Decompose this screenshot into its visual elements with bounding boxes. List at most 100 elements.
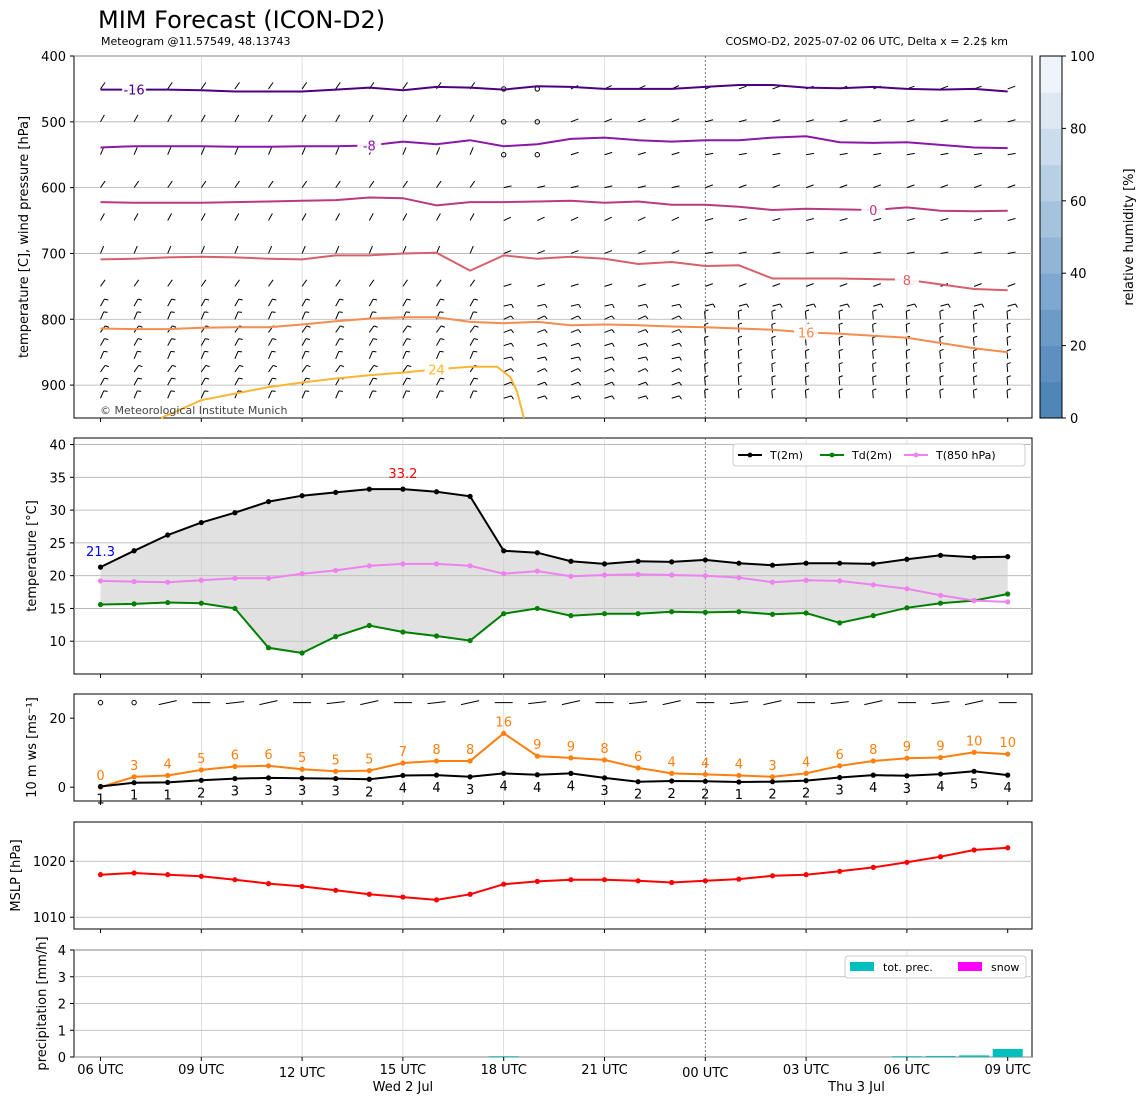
wind-barb — [301, 114, 307, 123]
wind-barb — [973, 217, 982, 222]
colorbar-segment — [1040, 200, 1062, 238]
wind-barb-flag — [544, 342, 548, 347]
wind-barb — [469, 279, 476, 287]
x-tick-label: 06 UTC — [884, 1063, 930, 1078]
wind-series-point-0 — [366, 768, 372, 774]
wind-barb-flag — [510, 342, 514, 347]
x-tick-label: 18 UTC — [480, 1063, 526, 1078]
wind-barb-flag — [440, 298, 445, 301]
wind-barb — [537, 283, 546, 287]
wind-barb — [570, 342, 579, 347]
wind-series-point-1 — [870, 772, 876, 778]
series-point-1 — [702, 609, 708, 615]
wind-barb — [570, 151, 579, 156]
wind-barb — [234, 338, 240, 346]
wind-barb-flag — [577, 329, 582, 334]
wind-barb — [604, 329, 613, 333]
y-tick-label: 800 — [41, 313, 66, 328]
y-tick-label: 3 — [58, 971, 66, 986]
wind-barb — [671, 342, 680, 347]
wind-barb — [637, 315, 646, 320]
colorbar-segment — [1040, 381, 1062, 419]
wind-barb-flag — [704, 375, 709, 378]
mslp-y-axis-label: MSLP [hPa] — [9, 839, 24, 911]
wind-barb-flag — [771, 322, 776, 325]
wind-barb — [436, 298, 441, 307]
wind-series-point-1 — [601, 775, 608, 781]
wind-barb-flag — [205, 338, 210, 341]
dewpoint-spread-band — [100, 489, 1008, 653]
series-point-0 — [333, 489, 339, 496]
wind-barb — [1006, 324, 1009, 333]
series-point-0 — [501, 548, 507, 554]
series-point-1 — [467, 637, 473, 644]
wind-barb — [301, 325, 308, 333]
wind-barb — [872, 390, 874, 399]
wind-barb — [905, 390, 908, 399]
day-label: Wed 2 Jul — [373, 1080, 434, 1095]
wind-barb — [972, 350, 975, 359]
wind-barb — [234, 377, 240, 386]
wind-barb-flag — [237, 390, 243, 392]
wind-barb — [570, 118, 579, 123]
wind-barb-flag — [679, 356, 682, 361]
mslp-point — [534, 878, 540, 884]
wind-barb-flag — [771, 348, 776, 352]
wind-barb — [838, 324, 841, 333]
wind-barb — [570, 368, 579, 373]
wind-barb — [234, 311, 239, 320]
wind-barb — [1007, 283, 1016, 287]
chart-title: MIM Forecast (ICON-D2) — [98, 6, 386, 34]
wind-value-label: 3 — [332, 785, 340, 800]
wind-barb-flag — [678, 342, 682, 347]
wind-series-point-0 — [1005, 751, 1011, 757]
wind-barb — [100, 180, 106, 188]
wind-barb — [604, 395, 613, 399]
wind-barb-flag — [170, 311, 175, 313]
wind-barb-flag — [373, 377, 378, 380]
colorbar-segment — [1040, 128, 1062, 166]
wind-barb-flag — [872, 322, 877, 325]
calm-circle — [534, 152, 540, 158]
wind-barb — [301, 147, 306, 155]
colorbar-segment — [1040, 345, 1062, 383]
wind-barb — [906, 184, 915, 189]
wind-barb — [872, 324, 874, 333]
wind-barb-flag — [611, 329, 615, 334]
wind-barb-flag — [939, 322, 944, 325]
wind-barb — [830, 701, 849, 705]
series-point-0 — [971, 554, 977, 560]
wind-barb — [133, 147, 138, 155]
wind-barb-flag — [738, 322, 743, 325]
wind-barb-flag — [510, 395, 514, 400]
wind-barb — [234, 298, 240, 307]
wind-barb-flag — [678, 368, 682, 372]
mslp-point — [232, 877, 238, 883]
wind-barb — [905, 350, 908, 359]
wind-barb-flag — [771, 335, 776, 339]
wind-barb — [133, 311, 138, 320]
wind-barb — [268, 180, 274, 188]
wind-barb — [872, 350, 874, 359]
legend-label: snow — [991, 961, 1019, 974]
wind-barb-flag — [171, 377, 176, 380]
wind-barb — [705, 217, 714, 222]
wind-value-label: 5 — [197, 752, 205, 767]
wind-barb — [469, 147, 474, 155]
wind-barb-flag — [440, 377, 445, 380]
wind-barb — [704, 377, 706, 386]
y-tick-label: 25 — [49, 537, 66, 552]
wind-value-label: 8 — [869, 743, 877, 758]
wind-series-line-0 — [100, 732, 1008, 789]
wind-barb-flag — [644, 368, 649, 372]
wind-barb-flag — [805, 309, 810, 312]
series-point-0 — [568, 558, 574, 564]
wind-barb — [436, 377, 441, 386]
wind-barb — [1007, 303, 1016, 307]
wind-barb — [771, 311, 773, 320]
precip-bar — [891, 1056, 922, 1057]
wind-barb-flag — [973, 375, 978, 378]
wind-barb — [637, 342, 646, 347]
wind-barb — [268, 147, 273, 155]
wind-barb — [402, 298, 408, 307]
